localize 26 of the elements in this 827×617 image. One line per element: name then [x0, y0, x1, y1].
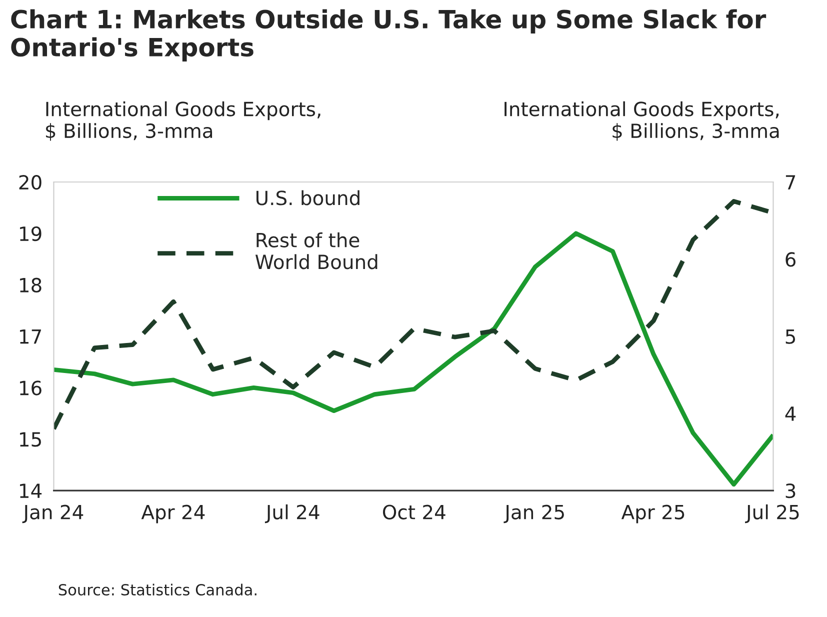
y-axis-title: International Goods Exports, $ Billions, 3-mma: [46, 101, 320, 141]
y-tick-label: 16: [20, 380, 42, 396]
y2-tick-label: 3: [786, 483, 796, 498]
x-tick-label: Apr 25: [621, 504, 684, 524]
chart-title: Chart 1: Markets Outside U.S. Take up Some Slack for Ontario's Exports: [11, 9, 766, 62]
y2-tick-label: 4: [785, 406, 796, 421]
x-tick-label: Oct 24: [382, 504, 446, 520]
x-tick-label: Jul 25: [745, 504, 799, 524]
line-series: [54, 231, 774, 487]
y-tick-label: 17: [20, 329, 41, 344]
y2-tick-label: 6: [786, 252, 796, 267]
source-note: Source: Statistics Canada.: [58, 584, 256, 596]
y2-tick-label: 7: [786, 175, 796, 190]
x-tick-label: Jan 25: [504, 504, 564, 524]
y-tick-label: 18: [20, 278, 42, 293]
y2-tick-label: 5: [786, 329, 796, 344]
legend-label: Rest of the World Bound: [255, 232, 378, 270]
y-tick-label: 15: [20, 432, 41, 447]
x-tick-label: Apr 24: [141, 504, 205, 524]
x-tick-label: Jan 24: [22, 504, 84, 524]
legend-label: U.S. bound: [256, 190, 360, 206]
x-tick-label: Jul 24: [264, 504, 320, 524]
y-tick-label: 20: [19, 174, 42, 190]
y-tick-label: 19: [20, 226, 42, 242]
y-tick-label: 14: [20, 484, 42, 498]
y2-axis-title: International Goods Exports, $ Billions, 3-mma: [504, 101, 779, 141]
